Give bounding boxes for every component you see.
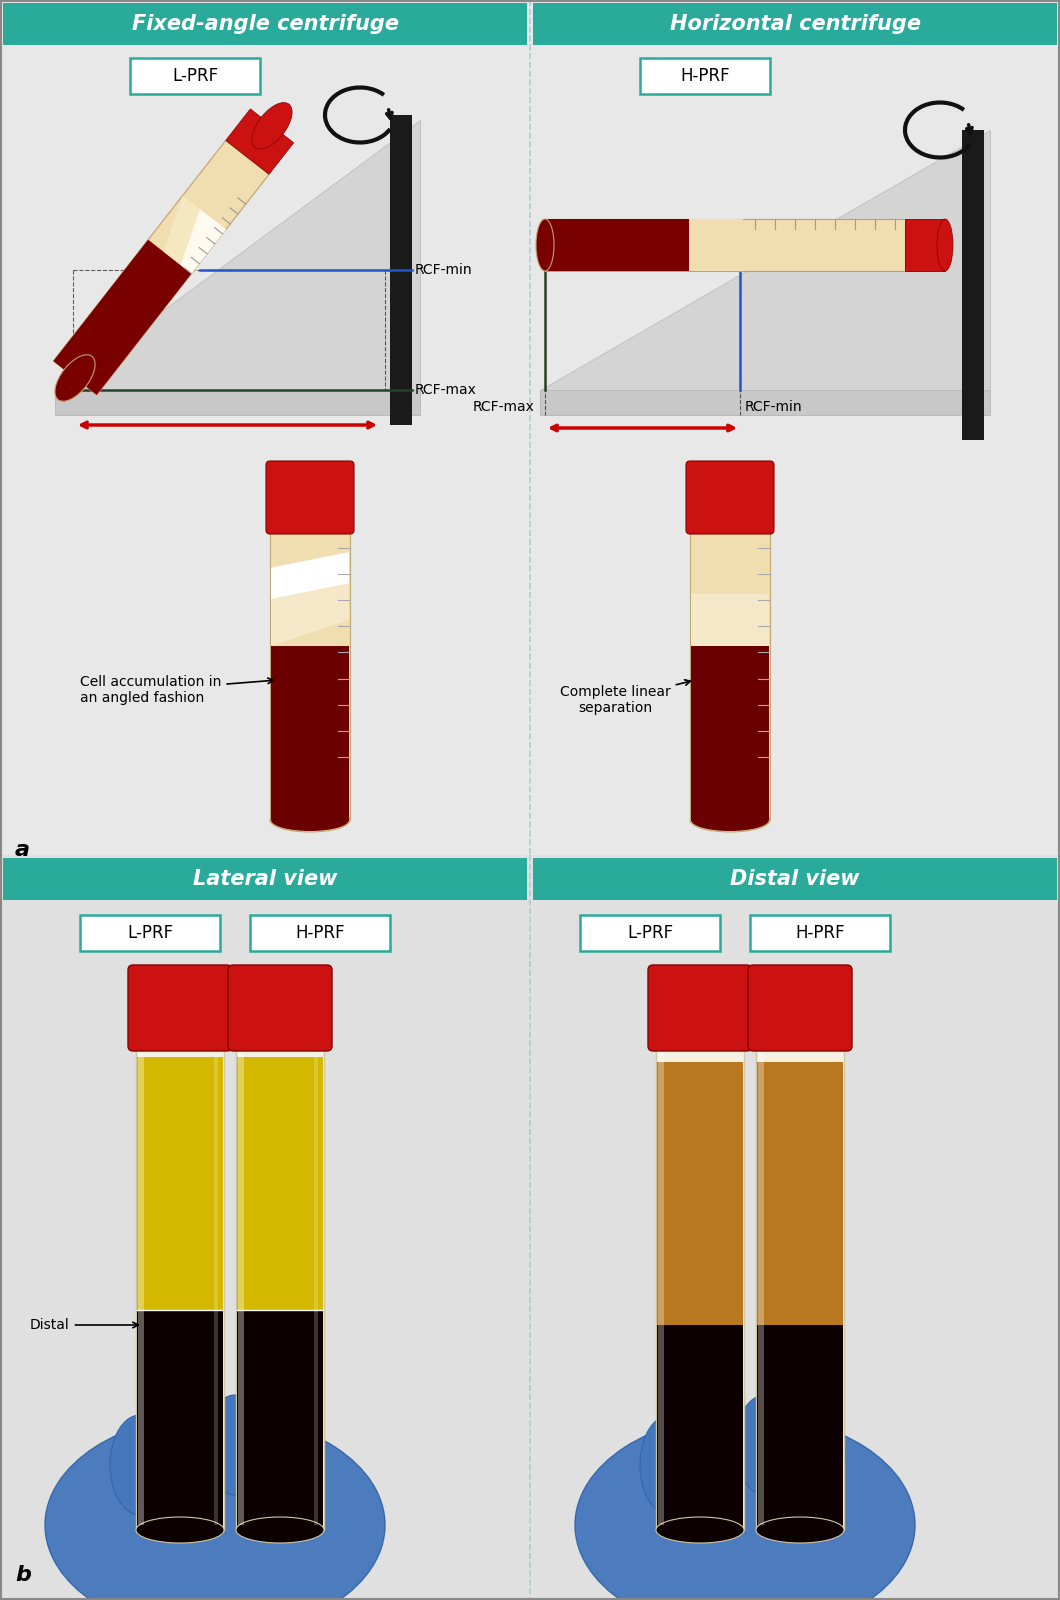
Ellipse shape [255, 1405, 315, 1506]
Bar [137, 1310, 223, 1530]
Bar [657, 1325, 743, 1530]
Bar [138, 1046, 144, 1525]
Ellipse shape [271, 810, 349, 830]
Text: H-PRF: H-PRF [795, 925, 845, 942]
Ellipse shape [656, 1517, 744, 1542]
Bar [80, 915, 220, 950]
Bar [3, 3, 527, 45]
Text: b: b [15, 1565, 31, 1586]
Ellipse shape [690, 808, 770, 832]
Bar [962, 130, 984, 440]
Ellipse shape [155, 1400, 215, 1501]
FancyBboxPatch shape [686, 461, 774, 534]
Bar [390, 115, 412, 426]
Bar [250, 915, 390, 950]
Bar [658, 1046, 664, 1525]
Text: Lateral view: Lateral view [193, 869, 337, 890]
Bar [236, 1042, 324, 1530]
Bar [545, 219, 905, 270]
Bar [757, 1061, 843, 1325]
Text: L-PRF: L-PRF [172, 67, 218, 85]
Polygon shape [271, 584, 349, 646]
Ellipse shape [136, 1517, 224, 1542]
Bar [656, 1042, 744, 1530]
Ellipse shape [640, 1414, 700, 1515]
Bar [657, 1061, 743, 1325]
Text: Distal view: Distal view [730, 869, 860, 890]
Bar [270, 530, 350, 819]
Ellipse shape [685, 1400, 745, 1501]
Bar [580, 915, 720, 950]
Polygon shape [540, 390, 990, 414]
Bar [545, 219, 689, 270]
Bar [757, 1325, 843, 1530]
Bar [0, 854, 1060, 1600]
Bar [640, 58, 770, 94]
Bar [0, 0, 1060, 854]
Polygon shape [271, 552, 349, 598]
Text: H-PRF: H-PRF [295, 925, 344, 942]
Bar [905, 219, 946, 270]
Bar [756, 1042, 844, 1530]
Text: RCF-max: RCF-max [473, 400, 535, 414]
Text: Distal: Distal [30, 1318, 139, 1331]
Bar [533, 3, 1057, 45]
Bar [689, 219, 743, 270]
Bar [237, 1056, 323, 1310]
Bar [137, 1056, 223, 1310]
Ellipse shape [205, 1395, 265, 1494]
Bar [237, 1310, 323, 1530]
Text: a: a [15, 840, 30, 861]
Ellipse shape [236, 1517, 324, 1542]
Ellipse shape [252, 102, 293, 149]
Ellipse shape [270, 808, 350, 832]
Ellipse shape [55, 355, 95, 402]
Text: H-PRF: H-PRF [681, 67, 730, 85]
Polygon shape [55, 120, 420, 390]
Polygon shape [226, 109, 294, 174]
Text: Horizontal centrifuge: Horizontal centrifuge [670, 14, 920, 34]
FancyBboxPatch shape [228, 965, 332, 1051]
Text: RCF-min: RCF-min [745, 400, 802, 414]
Ellipse shape [785, 1405, 845, 1506]
Ellipse shape [536, 219, 554, 270]
Bar [750, 915, 890, 950]
Text: L-PRF: L-PRF [127, 925, 173, 942]
Ellipse shape [756, 1517, 844, 1542]
Bar [130, 58, 260, 94]
FancyBboxPatch shape [648, 965, 752, 1051]
Bar [214, 1046, 218, 1525]
FancyBboxPatch shape [266, 461, 354, 534]
Bar [758, 1046, 764, 1525]
Bar [3, 858, 527, 899]
Text: L-PRF: L-PRF [626, 925, 673, 942]
Bar [271, 646, 349, 819]
Bar [691, 594, 768, 646]
Ellipse shape [937, 219, 953, 270]
Text: RCF-min: RCF-min [416, 262, 473, 277]
Text: RCF-max: RCF-max [416, 382, 477, 397]
Polygon shape [163, 195, 226, 274]
Polygon shape [540, 130, 990, 390]
Polygon shape [53, 141, 269, 395]
Bar [690, 530, 770, 819]
FancyBboxPatch shape [748, 965, 852, 1051]
Text: Cell accumulation in
an angled fashion: Cell accumulation in an angled fashion [80, 675, 273, 706]
Ellipse shape [735, 1395, 795, 1494]
Text: Complete linear
separation: Complete linear separation [560, 680, 690, 715]
Bar [533, 858, 1057, 899]
Text: Fixed-angle centrifuge: Fixed-angle centrifuge [131, 14, 399, 34]
Bar [314, 1046, 318, 1525]
Bar [136, 1042, 224, 1530]
Ellipse shape [575, 1414, 915, 1600]
Polygon shape [180, 210, 226, 274]
Ellipse shape [45, 1414, 385, 1600]
Bar [691, 646, 768, 819]
Ellipse shape [691, 810, 768, 830]
FancyBboxPatch shape [128, 965, 232, 1051]
Polygon shape [53, 240, 192, 395]
Polygon shape [55, 390, 420, 414]
Ellipse shape [110, 1414, 170, 1515]
Bar [238, 1046, 244, 1525]
